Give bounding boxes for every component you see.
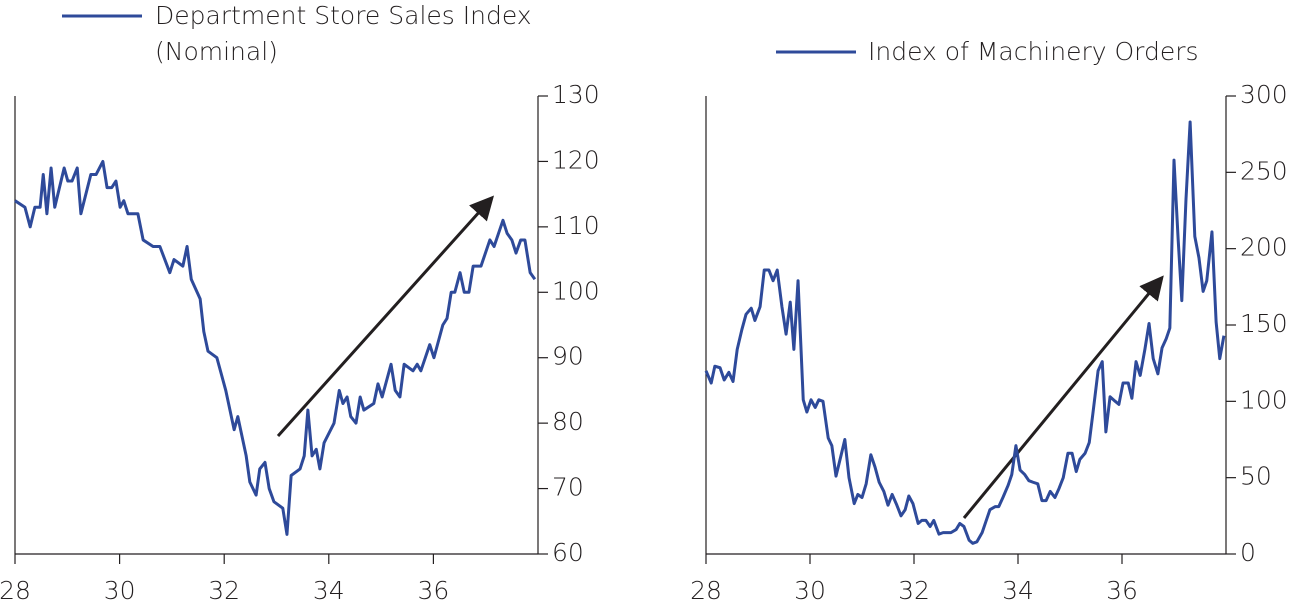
y-tick-label: 70 [552, 473, 584, 502]
x-tick-label: 36 [1106, 576, 1138, 605]
y-tick-label: 120 [552, 145, 600, 174]
x-tick-label: 32 [208, 576, 240, 605]
x-tick-label: 32 [898, 576, 930, 605]
data-line [14, 159, 537, 536]
x-tick-label: 36 [417, 576, 449, 605]
y-tick-label: 150 [1240, 309, 1288, 338]
x-tick-label: 28 [0, 576, 31, 605]
y-tick-label: 100 [552, 276, 600, 305]
y-tick-label: 250 [1240, 156, 1288, 185]
trend-arrow [276, 195, 495, 438]
legend-label: Index of Machinery Orders [868, 37, 1199, 66]
y-tick-label: 90 [552, 342, 584, 371]
y-tick-label: 300 [1240, 80, 1288, 109]
y-tick-label: 200 [1240, 233, 1288, 262]
x-tick-label: 34 [313, 576, 345, 605]
y-tick-label: 0 [1240, 538, 1256, 567]
y-tick-label: 60 [552, 538, 584, 567]
y-tick-label: 80 [552, 407, 584, 436]
data-line [704, 120, 1226, 545]
x-tick-label: 30 [104, 576, 136, 605]
y-tick-label: 100 [1240, 385, 1288, 414]
x-tick-label: 34 [1002, 576, 1034, 605]
x-tick-label: 30 [794, 576, 826, 605]
x-tick-label: 28 [690, 576, 722, 605]
y-tick-label: 110 [552, 211, 600, 240]
y-tick-label: 130 [552, 80, 600, 109]
trend-arrow [962, 275, 1164, 519]
y-tick-label: 50 [1240, 462, 1272, 491]
legend-label: Department Store Sales Index (Nominal) [155, 1, 532, 66]
